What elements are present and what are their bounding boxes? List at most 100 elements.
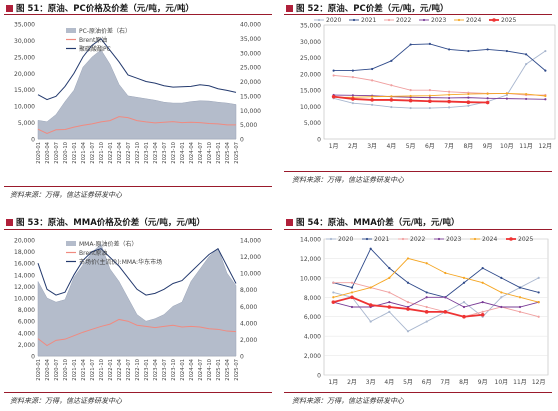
series-point-2020 [369,320,372,323]
series-point-2020 [406,330,410,333]
brent-line [37,116,236,134]
x-tick-label: 2023-07 [162,142,168,164]
right-tick-label: 40,000 [240,22,261,29]
series-point-2024 [467,92,470,96]
series-point-2022 [406,301,410,304]
left-tick-label: 8,000 [18,307,35,314]
legend-marker-2022 [401,237,405,241]
right-tick-label: 10,000 [240,271,261,278]
series-point-2025 [424,310,429,314]
x-tick-label: 2025-01 [216,142,222,164]
series-point-2020 [428,106,431,110]
series-point-2022 [428,89,431,92]
left-tick-label: 10,000 [14,296,35,303]
y-tick-label: 10,000 [300,275,321,282]
series-point-2023 [518,305,522,309]
series-line-2024 [333,257,539,303]
series-line-2023 [333,94,546,100]
series-point-2020 [525,62,528,66]
figure-marker-icon [6,219,13,226]
x-tick-label: 2021-01 [72,142,78,164]
x-tick-label: 2022-10 [135,359,141,381]
x-tick-label: 2023-10 [171,359,177,381]
y-tick-label: 12,000 [300,256,321,263]
series-point-2021 [388,267,391,270]
series-point-2023 [486,97,489,100]
x-tick-label: 2025-07 [234,359,240,381]
left-tick-label: 10,000 [14,104,35,111]
source-rule [4,186,272,187]
series-line-2023 [333,296,539,308]
series-point-2021 [390,59,393,62]
x-tick-label: 2022-07 [126,142,132,164]
series-point-2021 [467,49,470,53]
legend-label: 2024 [466,17,481,24]
series-point-2024 [500,291,503,294]
y-tick-label: 35,000 [300,23,321,30]
x-tick-label: 8月 [459,379,469,386]
source-rule [284,171,552,172]
source-rule [4,392,272,393]
legend-label: 聚碳酸酯PC [79,45,111,53]
legend-label: 2025 [501,17,516,24]
series-point-2020 [462,301,466,304]
plot-frame [323,24,556,140]
series-point-2022 [351,76,354,79]
series-point-2022 [537,315,540,318]
x-tick-label: 2020-01 [36,142,42,164]
x-tick-label: 6月 [425,143,435,150]
series-point-2022 [481,310,484,313]
series-point-2024 [448,93,451,96]
legend-label: 2022 [396,17,411,24]
x-tick-label: 2025-04 [225,141,231,163]
x-tick-label: 2月 [347,379,357,386]
x-tick-label: 12月 [539,143,553,150]
y-tick-label: 0 [317,137,321,144]
left-tick-label: 20,000 [14,238,35,245]
series-point-2024 [428,94,431,97]
series-point-2024 [350,291,354,294]
left-tick-label: 4,000 [18,330,35,337]
series-point-2024 [406,257,410,260]
x-tick-label: 2020-10 [63,142,69,164]
series-point-2021 [371,67,374,71]
series-point-2023 [350,305,354,309]
x-tick-label: 8月 [463,143,473,150]
right-tick-label: 35,000 [240,36,261,43]
source-note: 资料来源：万得，信达证券研发中心 [292,176,404,184]
legend-label: 市场价(主流价):MMA:华东市场 [79,258,162,266]
x-tick-label: 6月 [422,379,432,386]
x-tick-label: 2023-01 [144,359,150,381]
y-tick-label: 5,000 [304,120,321,127]
x-tick-label: 2021-07 [90,359,96,381]
x-tick-label: 12月 [532,379,546,386]
x-tick-label: 2022-04 [117,358,123,380]
series-point-2024 [486,92,489,95]
x-tick-label: 2025-01 [216,359,222,381]
series-point-2020 [390,105,393,109]
x-tick-label: 2024-07 [198,142,204,164]
x-tick-label: 2022-04 [117,141,123,163]
legend-label: 2020 [326,17,341,24]
y-tick-label: 30,000 [300,39,321,46]
source-note: 资料来源：万得，信达证券研发中心 [10,191,122,199]
legend-label: 2023 [431,17,446,24]
x-tick-label: 2022-01 [108,359,114,381]
series-point-2021 [409,43,412,46]
spread-area [37,49,237,140]
legend-label: Brent原油 [79,249,107,257]
x-tick-label: 9月 [483,143,493,150]
source-note: 资料来源：万得，信达证券研发中心 [292,397,404,405]
series-line-2020 [333,277,539,332]
legend-label: Brent原油 [79,36,107,44]
x-tick-label: 2021-10 [99,142,105,164]
chart-title: 图 52：原油、PC价差（元/吨，元/吨） [286,2,448,14]
series-point-2024 [444,271,447,275]
series-point-2025 [447,99,451,104]
series-point-2021 [448,48,451,51]
y-tick-label: 4,000 [304,334,321,341]
x-tick-label: 7月 [444,143,454,150]
left-tick-label: 35,000 [14,22,35,29]
series-point-2023 [462,305,466,309]
right-tick-label: 2,000 [240,337,257,344]
